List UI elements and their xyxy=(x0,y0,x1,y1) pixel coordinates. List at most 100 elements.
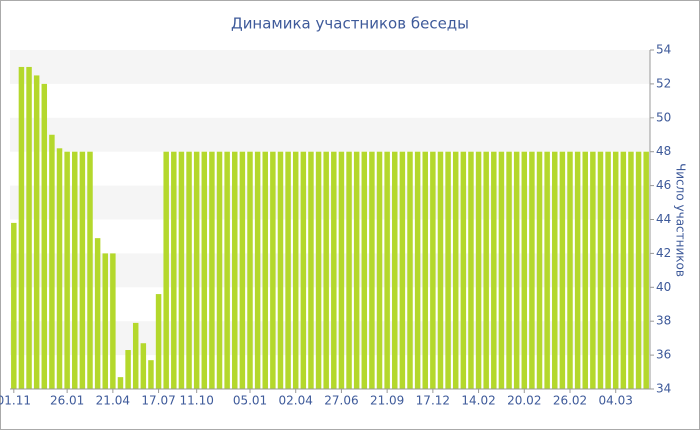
bar xyxy=(338,151,345,389)
bar xyxy=(498,151,505,389)
bar xyxy=(64,151,70,389)
x-tick-label: 05.01 xyxy=(233,394,267,408)
y-tick-label: 46 xyxy=(656,178,671,192)
bar xyxy=(193,151,200,389)
y-tick-label: 52 xyxy=(656,76,671,90)
bar xyxy=(628,151,634,389)
bar xyxy=(41,83,48,390)
bar xyxy=(148,360,154,389)
bar xyxy=(79,151,86,389)
bar xyxy=(331,151,337,389)
bar xyxy=(422,151,428,389)
bar xyxy=(224,151,230,389)
bar xyxy=(597,151,604,389)
bar xyxy=(590,151,596,389)
chart-title: Динамика участников беседы xyxy=(231,15,469,33)
bar xyxy=(392,151,398,389)
grid-band xyxy=(10,50,650,84)
x-tick-label: 01.11 xyxy=(0,394,31,408)
bar xyxy=(140,343,147,389)
bar xyxy=(125,350,131,389)
bar xyxy=(285,151,291,389)
bar xyxy=(94,238,101,389)
y-tick-label: 36 xyxy=(656,348,671,362)
bar xyxy=(582,151,588,389)
x-tick-label: 02.04 xyxy=(279,394,313,408)
bar xyxy=(300,151,307,389)
bar xyxy=(635,151,642,389)
bar xyxy=(56,148,63,389)
bar xyxy=(559,151,566,389)
bar xyxy=(574,151,581,389)
bar xyxy=(232,151,238,389)
bar xyxy=(567,151,573,389)
y-tick-label: 44 xyxy=(656,212,671,226)
bar xyxy=(26,66,32,389)
bar xyxy=(361,151,368,389)
bar xyxy=(209,151,215,389)
bar xyxy=(384,151,390,389)
bar xyxy=(163,151,169,389)
bar xyxy=(270,151,276,389)
bar xyxy=(323,151,329,389)
x-tick-label: 20.02 xyxy=(507,394,541,408)
y-tick-label: 42 xyxy=(656,246,671,260)
grid-band xyxy=(10,321,650,356)
y-axis-label: Число участников xyxy=(674,163,688,277)
bar xyxy=(292,151,299,389)
bar xyxy=(87,151,93,389)
bar xyxy=(178,151,185,389)
bar xyxy=(620,151,627,389)
bar xyxy=(430,151,436,389)
bar xyxy=(437,151,444,389)
y-tick-label: 54 xyxy=(656,43,671,57)
bar xyxy=(247,151,253,389)
bar xyxy=(445,151,451,389)
bar xyxy=(132,322,139,389)
bar xyxy=(346,151,352,389)
bar xyxy=(353,151,360,389)
x-tick-label: 17.12 xyxy=(416,394,450,408)
x-tick-label: 04.03 xyxy=(599,394,633,408)
bar xyxy=(376,151,383,389)
bar xyxy=(49,134,55,389)
bar xyxy=(544,151,550,389)
bar xyxy=(521,151,528,389)
bar xyxy=(643,151,649,389)
bar xyxy=(536,151,543,389)
bar xyxy=(117,377,124,389)
bar xyxy=(201,151,208,389)
bar xyxy=(254,151,261,389)
bar xyxy=(11,222,17,389)
bar xyxy=(605,151,611,389)
grid-band xyxy=(10,253,650,288)
bar xyxy=(18,66,25,389)
x-tick-label: 26.02 xyxy=(553,394,587,408)
bar xyxy=(513,151,520,389)
bar xyxy=(460,151,467,389)
x-tick-label: 14.02 xyxy=(461,394,495,408)
bar xyxy=(171,151,177,389)
bar xyxy=(110,253,116,389)
bar xyxy=(475,151,482,389)
bar xyxy=(186,151,192,389)
bar xyxy=(452,151,459,389)
y-tick-label: 40 xyxy=(656,280,671,294)
y-tick-label: 48 xyxy=(656,144,671,158)
grid-band xyxy=(10,117,650,152)
bar xyxy=(262,151,268,389)
x-tick-label: 26.01 xyxy=(50,394,84,408)
bar xyxy=(102,253,108,389)
bar xyxy=(491,151,497,389)
grid-band xyxy=(10,185,650,220)
bar xyxy=(72,151,78,389)
y-tick-label: 38 xyxy=(656,314,671,328)
bar xyxy=(277,151,284,389)
bar xyxy=(239,151,246,389)
bar xyxy=(407,151,413,389)
bar xyxy=(552,151,558,389)
bar xyxy=(414,151,421,389)
bar xyxy=(399,151,406,389)
x-tick-label: 27.06 xyxy=(324,394,358,408)
